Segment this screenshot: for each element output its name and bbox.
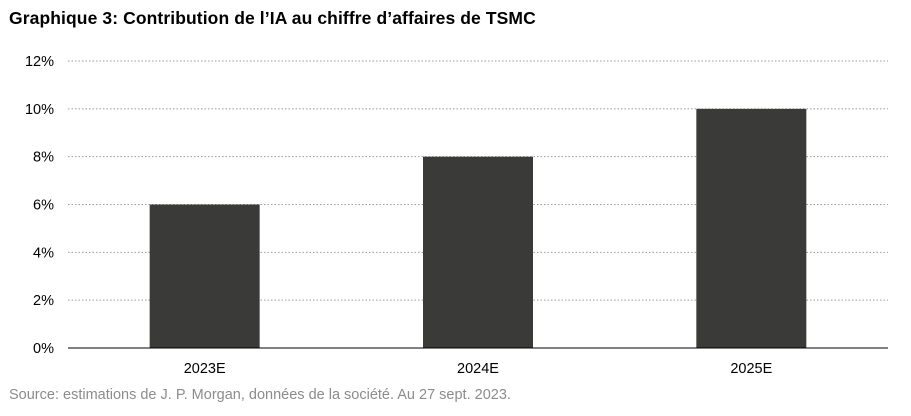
bar-2024e <box>423 156 533 348</box>
x-tick-label: 2025E <box>730 361 772 377</box>
x-tick-label: 2024E <box>457 361 499 377</box>
y-axis-tick-labels: 0% 2% 4% 6% 8% 10% 12% <box>25 54 54 357</box>
source-note: Source: estimations de J. P. Morgan, don… <box>9 387 511 403</box>
chart-title: Graphique 3: Contribution de l’IA au chi… <box>9 8 536 28</box>
y-tick-label: 8% <box>33 150 54 166</box>
y-tick-label: 4% <box>33 245 54 261</box>
y-tick-label: 12% <box>25 54 54 70</box>
y-tick-label: 6% <box>33 198 54 214</box>
bar-2025e <box>696 108 807 348</box>
x-tick-label: 2023E <box>184 361 226 377</box>
bars <box>149 108 807 348</box>
y-tick-label: 0% <box>33 341 54 357</box>
bar-2023e <box>149 204 260 348</box>
bar-chart: 0% 2% 4% 6% 8% 10% 12% 2023E 2024E 2025E <box>25 54 888 377</box>
y-tick-label: 2% <box>33 293 54 309</box>
y-tick-label: 10% <box>25 102 54 118</box>
x-axis-tick-labels: 2023E 2024E 2025E <box>184 361 773 377</box>
